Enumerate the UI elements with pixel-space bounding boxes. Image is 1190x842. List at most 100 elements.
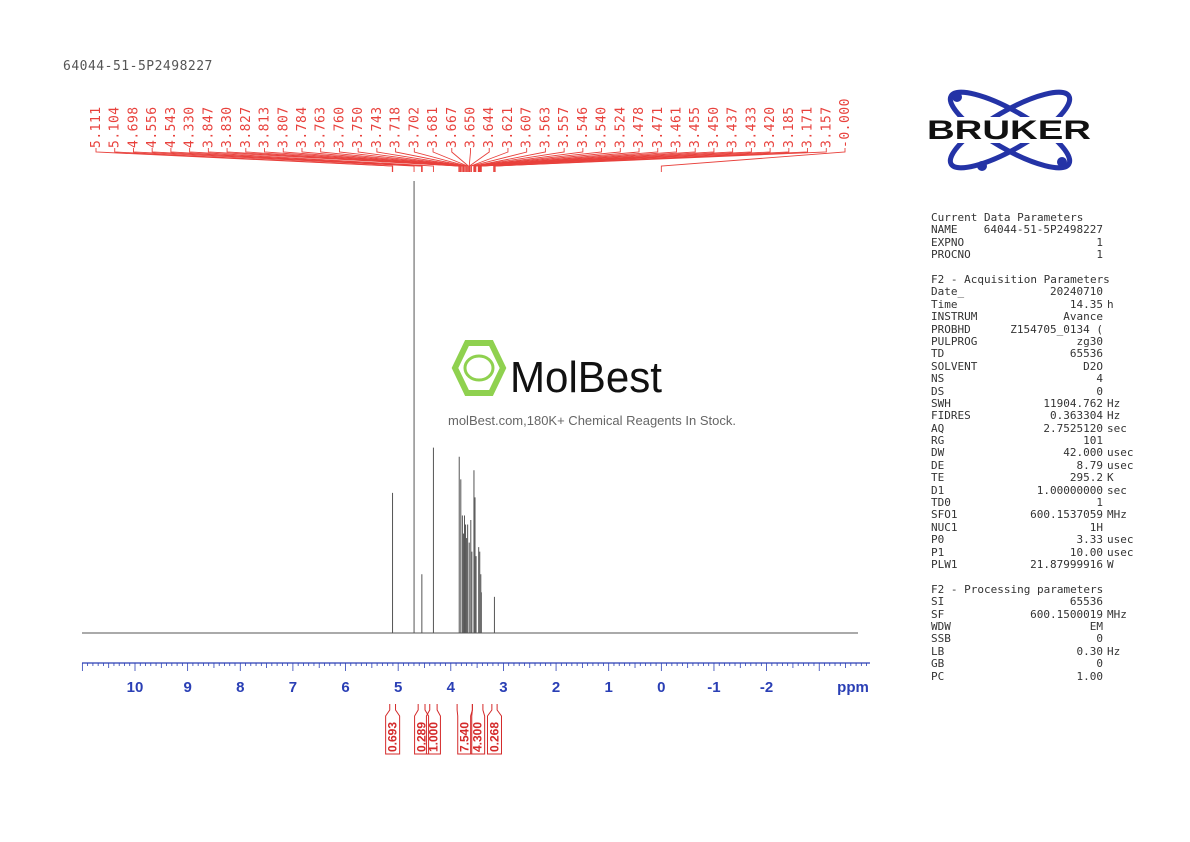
parameter-value: EM bbox=[1089, 619, 1103, 633]
parameter-key: DS bbox=[931, 384, 945, 398]
peak-label: 3.420 bbox=[763, 106, 778, 148]
parameter-key: TE bbox=[931, 471, 945, 485]
parameter-unit: K bbox=[1107, 471, 1114, 485]
parameter-row: DS 0 bbox=[931, 384, 1141, 398]
parameter-value: 1.00 bbox=[1076, 669, 1104, 683]
peak-label: 3.471 bbox=[651, 106, 666, 148]
peak-label: 3.546 bbox=[576, 106, 591, 148]
parameter-key: LB bbox=[931, 644, 945, 658]
peak-connector bbox=[469, 148, 490, 172]
peak-label: 3.667 bbox=[445, 106, 460, 148]
parameter-value: 0.363304 bbox=[1050, 409, 1103, 423]
parameter-row: LB 0.30 Hz bbox=[931, 644, 1141, 658]
parameter-unit: MHz bbox=[1107, 508, 1127, 522]
parameter-row: D1 1.00000000 sec bbox=[931, 483, 1141, 497]
parameter-key: INSTRUM bbox=[931, 310, 978, 324]
peak-label: 4.698 bbox=[126, 106, 141, 148]
integral-bracket bbox=[385, 704, 401, 755]
peak-label: 3.813 bbox=[258, 106, 273, 148]
parameter-row: Date_ 20240710 bbox=[931, 285, 1141, 299]
parameter-value: 42.000 bbox=[1063, 446, 1103, 460]
parameter-unit: usec bbox=[1107, 446, 1134, 460]
peak-label: 3.524 bbox=[613, 106, 628, 148]
peak-label: 5.111 bbox=[89, 106, 104, 148]
peak-label: 4.543 bbox=[164, 106, 179, 148]
parameter-key: P0 bbox=[931, 533, 945, 547]
peak-label: 3.681 bbox=[426, 106, 441, 148]
parameter-section-title: F2 - Processing parameters bbox=[931, 582, 1104, 596]
axis-tick-label: 1 bbox=[605, 679, 613, 696]
parameter-row: PLW1 21.87999916 W bbox=[931, 557, 1141, 571]
parameter-value: 20240710 bbox=[1050, 285, 1103, 299]
axis-unit-label: ppm bbox=[837, 679, 869, 696]
parameter-unit: MHz bbox=[1107, 607, 1127, 621]
peak-connector bbox=[151, 148, 422, 172]
parameter-key: DW bbox=[931, 446, 945, 460]
axis-tick-label: 8 bbox=[236, 679, 244, 696]
parameter-key: PC bbox=[931, 669, 945, 683]
parameter-key: SI bbox=[931, 595, 945, 609]
parameter-panel: Current Data Parameters NAME 64044-51-5P24… bbox=[931, 211, 1141, 683]
parameter-value: 1 bbox=[1096, 496, 1103, 510]
integral-value: 0.289 bbox=[415, 722, 429, 752]
parameter-value: 3.33 bbox=[1076, 533, 1104, 547]
parameter-section-title: Current Data Parameters bbox=[931, 211, 1084, 224]
peak-label: -0.000 bbox=[838, 98, 853, 148]
parameter-value: Z154705_0134 ( bbox=[1010, 322, 1103, 336]
parameter-value: zg30 bbox=[1076, 334, 1104, 348]
parameter-value: 1 bbox=[1096, 235, 1103, 249]
peak-connector bbox=[660, 148, 846, 172]
peak-connector bbox=[114, 148, 394, 172]
parameter-key: FIDRES bbox=[931, 409, 971, 423]
parameter-row: DW 42.000 usec bbox=[931, 446, 1141, 460]
axis-tick-label: 0 bbox=[657, 679, 665, 696]
parameter-value: 65536 bbox=[1069, 595, 1103, 609]
parameter-key: D1 bbox=[931, 483, 945, 497]
peak-connector bbox=[480, 148, 752, 172]
parameter-key: SF bbox=[931, 607, 945, 621]
peak-label: 3.478 bbox=[632, 106, 647, 148]
spectrum-trace-group bbox=[82, 181, 858, 634]
ppm-axis: 10 9 8 7 6 5 4 3 2 1 0 -1 -2 ppm bbox=[81, 662, 870, 696]
integral-value: 0.693 bbox=[386, 722, 400, 752]
parameter-value: 14.35 bbox=[1069, 297, 1103, 311]
molbest-wordmark: MolBest bbox=[510, 353, 662, 400]
peak-label: 3.433 bbox=[744, 106, 759, 148]
peak-connector bbox=[245, 148, 461, 172]
parameter-value: 0.30 bbox=[1076, 644, 1104, 658]
peak-label: 3.847 bbox=[201, 106, 216, 148]
peak-connector bbox=[480, 148, 771, 172]
integral-value: 7.540 bbox=[458, 722, 472, 752]
axis-tick-label: 2 bbox=[552, 679, 560, 696]
peak-connector bbox=[479, 148, 715, 172]
parameter-key: TD0 bbox=[931, 496, 951, 510]
peak-label: 3.750 bbox=[351, 106, 366, 148]
parameter-row: SI 65536 bbox=[931, 595, 1141, 609]
parameter-unit: usec bbox=[1107, 545, 1134, 559]
axis-tick-label: 6 bbox=[341, 679, 349, 696]
axis-tick-label: 7 bbox=[289, 679, 297, 696]
peak-label: 3.437 bbox=[726, 106, 741, 148]
peak-connector bbox=[494, 148, 827, 172]
peak-label: 3.644 bbox=[482, 106, 497, 148]
parameter-row: P1 10.00 usec bbox=[931, 545, 1141, 559]
peak-connector bbox=[473, 148, 565, 172]
parameter-value: 4 bbox=[1096, 372, 1103, 386]
parameter-row: SFO1 600.1537059 MHz bbox=[931, 508, 1141, 522]
parameter-row: PROCNO 1 bbox=[931, 248, 1141, 261]
parameter-value: 1H bbox=[1089, 520, 1103, 534]
parameter-key: NS bbox=[931, 372, 945, 386]
benzene-ring-icon bbox=[451, 340, 507, 396]
parameter-row: TE 295.2 K bbox=[931, 471, 1141, 485]
parameter-value: 21.87999916 bbox=[1030, 557, 1103, 571]
integral-bracket bbox=[414, 704, 430, 755]
integral-value: 4.300 bbox=[471, 722, 485, 752]
parameter-key: NAME bbox=[931, 223, 958, 237]
parameter-unit: Hz bbox=[1107, 409, 1121, 423]
peak-label: 3.171 bbox=[801, 106, 816, 148]
bruker-logo: BRUKER bbox=[922, 84, 1097, 183]
integral-value: 0.268 bbox=[487, 722, 501, 752]
axis-tick-label: -2 bbox=[760, 679, 773, 696]
axis-tick-label: -1 bbox=[707, 679, 720, 696]
parameter-row: SWH 11904.762 Hz bbox=[931, 397, 1141, 410]
